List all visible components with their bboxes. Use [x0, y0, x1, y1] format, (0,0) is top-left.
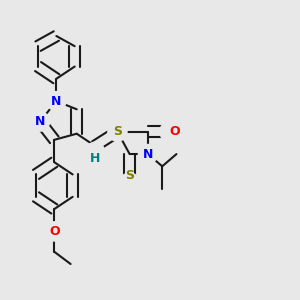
Text: N: N	[51, 94, 62, 108]
Text: S: S	[113, 125, 122, 138]
Text: N: N	[35, 115, 45, 128]
Circle shape	[85, 142, 105, 161]
Circle shape	[31, 112, 50, 131]
Text: S: S	[125, 169, 134, 182]
Circle shape	[160, 122, 179, 141]
Text: N: N	[143, 148, 153, 160]
Text: H: H	[90, 152, 100, 165]
Circle shape	[47, 92, 66, 111]
Circle shape	[138, 145, 158, 164]
Circle shape	[45, 222, 64, 241]
Circle shape	[108, 122, 127, 141]
Circle shape	[120, 173, 139, 192]
Text: O: O	[169, 125, 180, 138]
Text: O: O	[49, 225, 60, 238]
